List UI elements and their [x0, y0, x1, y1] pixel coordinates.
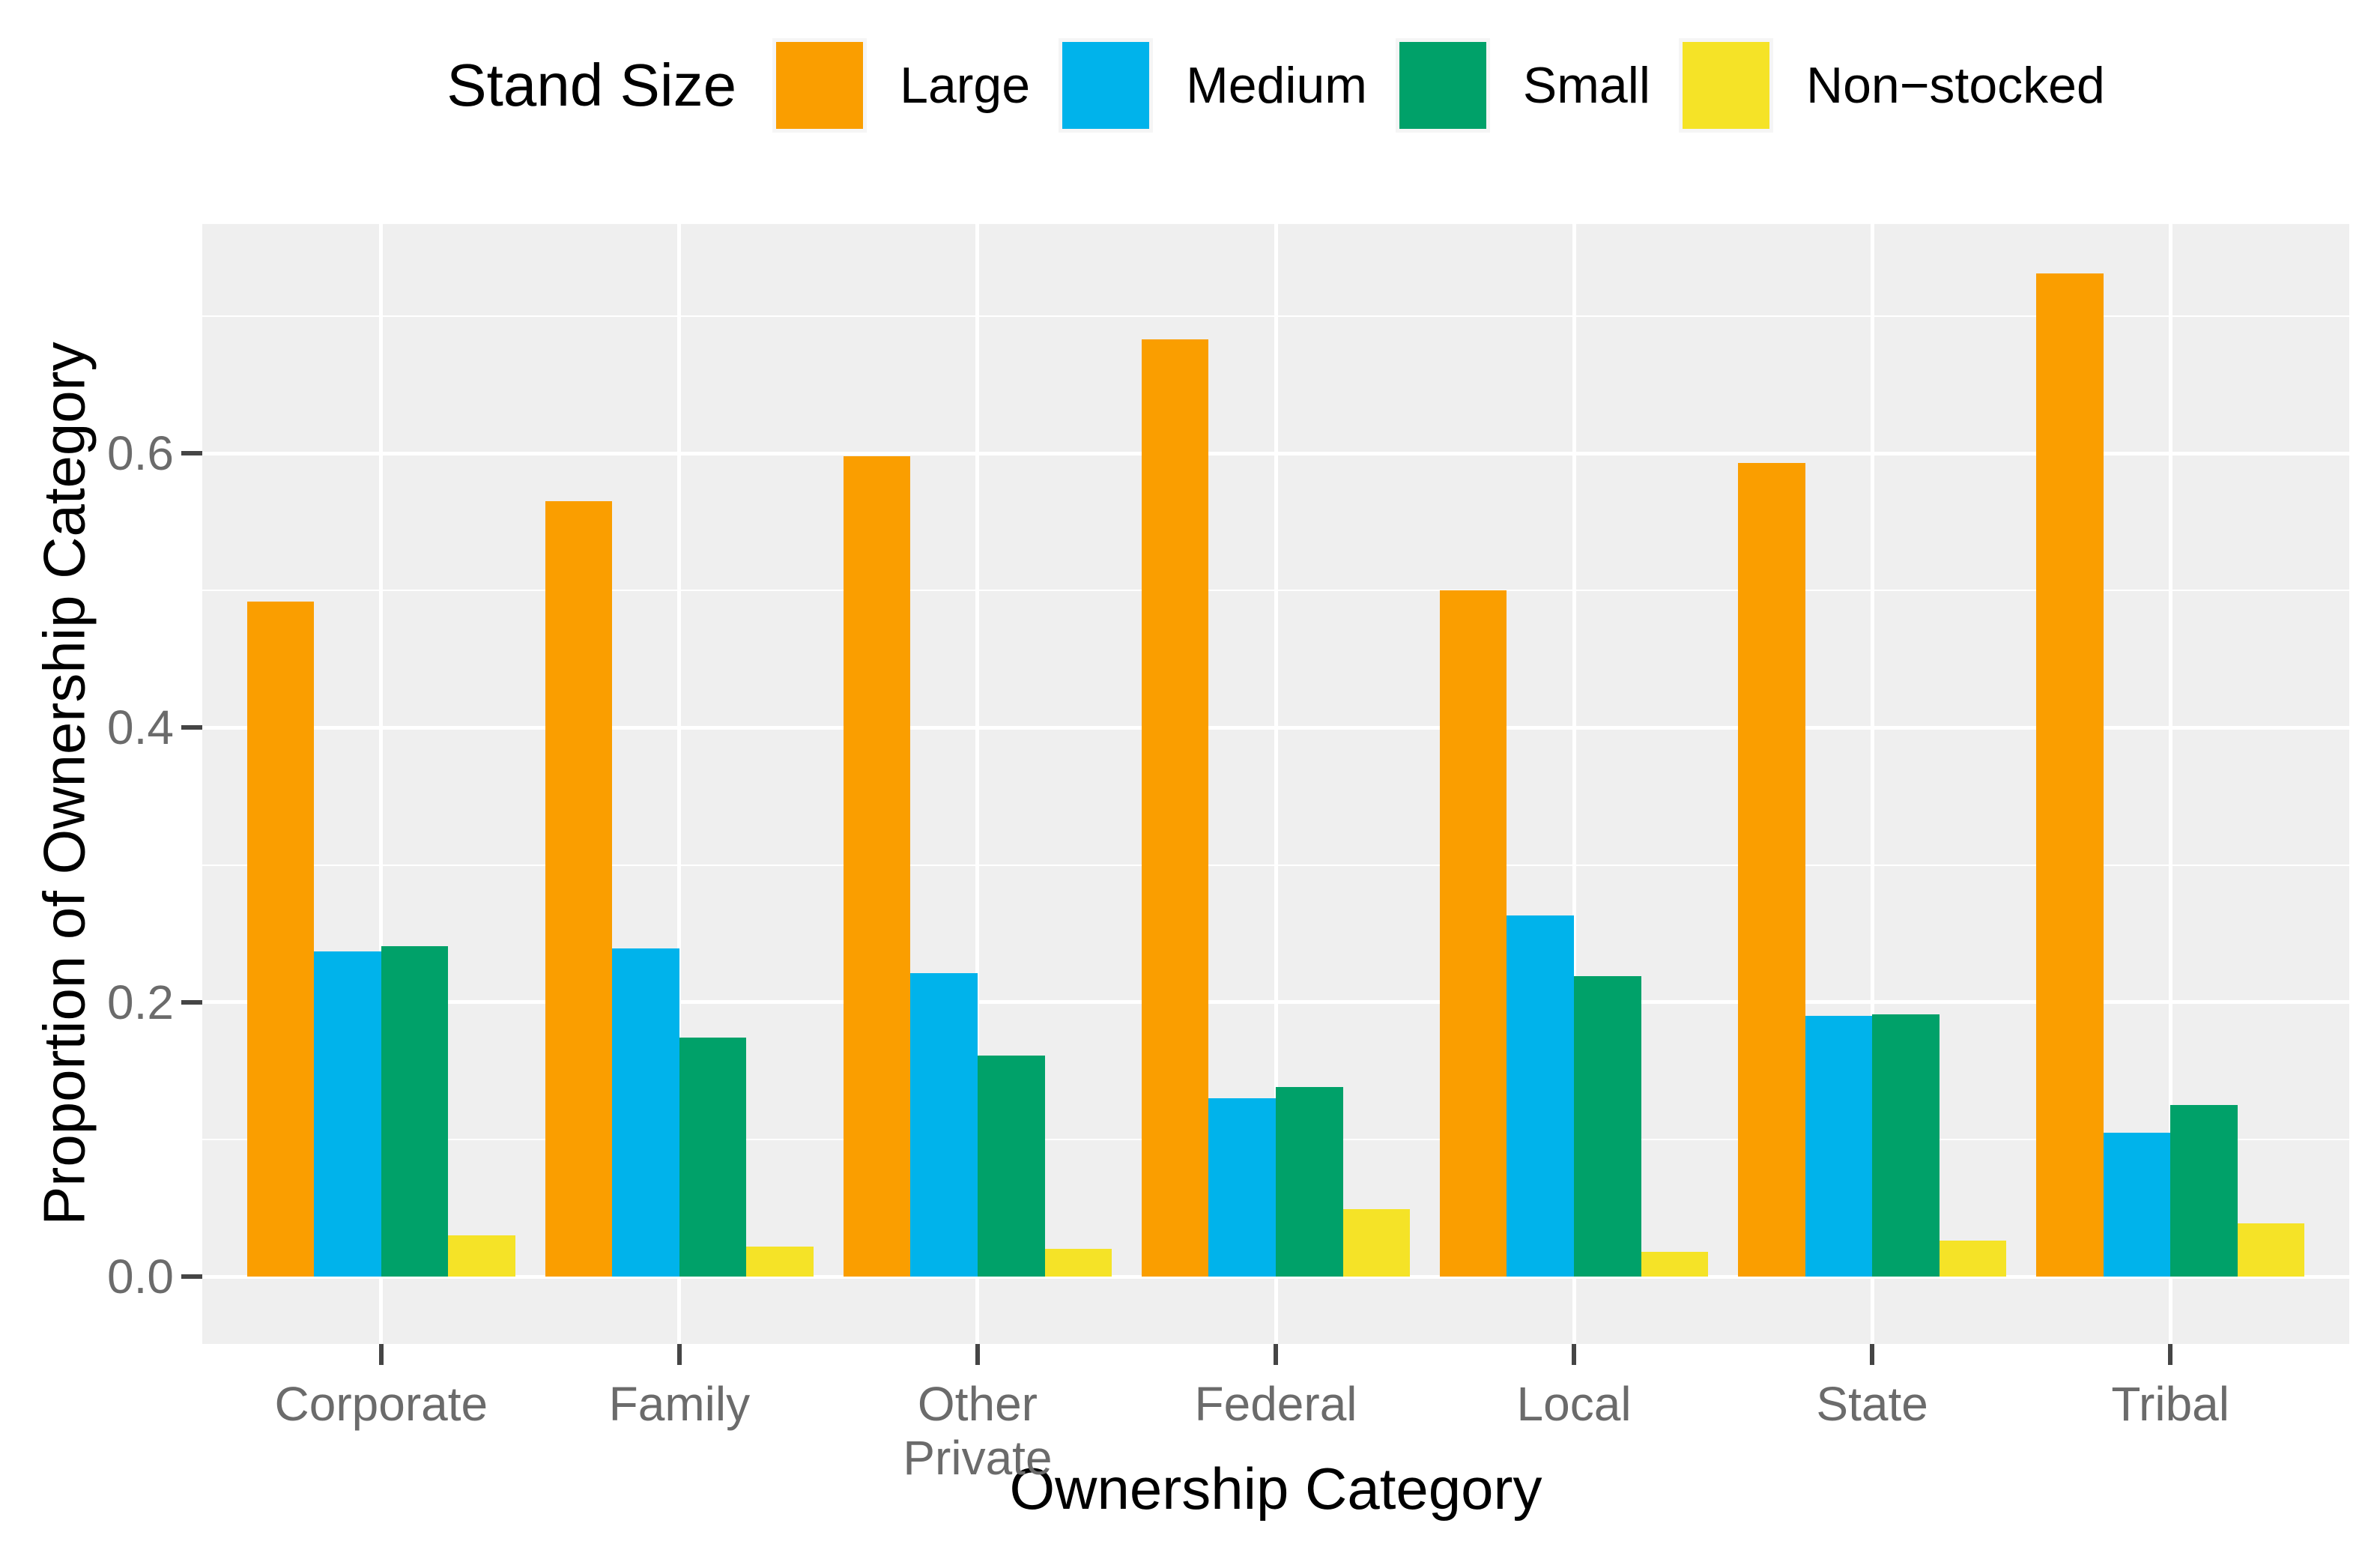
gridline-x-federal	[1274, 224, 1278, 1344]
gridline-x-tribal	[2168, 224, 2172, 1344]
y-tick-mark-0.2	[181, 999, 202, 1005]
bar-large-tribal	[2036, 273, 2104, 1277]
x-tick-label-federal: Federal	[1194, 1377, 1357, 1431]
y-tick-mark-0.6	[181, 451, 202, 456]
legend-title: Stand Size	[446, 52, 737, 118]
x-axis-title: Ownership Category	[1009, 1456, 1542, 1522]
x-tick-mark-family	[676, 1344, 682, 1365]
bar-medium-family	[612, 948, 679, 1277]
x-tick-label-other-private: Other Private	[903, 1377, 1053, 1485]
y-tick-mark-0.0	[181, 1274, 202, 1279]
legend-item-small: Small	[1395, 38, 1650, 133]
bar-medium-corporate	[314, 951, 381, 1277]
gridline-x-local	[1572, 224, 1576, 1344]
x-tick-label-tribal: Tribal	[2111, 1377, 2229, 1431]
legend-label-small: Small	[1522, 57, 1650, 114]
gridline-x-other-private	[975, 224, 980, 1344]
bar-large-local	[1439, 590, 1507, 1277]
bar-large-family	[545, 501, 613, 1277]
legend-label-large: Large	[900, 57, 1031, 114]
bar-medium-tribal	[2103, 1132, 2171, 1277]
legend-swatch-small	[1399, 42, 1486, 129]
legend-item-non-stocked: Non−stocked	[1678, 38, 2105, 133]
legend-key-small	[1395, 38, 1490, 133]
bar-small-state	[1872, 1014, 1940, 1277]
bar-large-corporate	[246, 601, 315, 1277]
y-tick-label-0.6: 0.6	[107, 426, 174, 481]
legend-key-large	[772, 38, 867, 133]
bar-small-corporate	[381, 945, 449, 1277]
x-tick-label-local: Local	[1516, 1377, 1632, 1431]
bar-medium-federal	[1208, 1098, 1276, 1277]
gridline-x-family	[677, 224, 682, 1344]
x-tick-mark-federal	[1274, 1344, 1278, 1365]
legend-label-non-stocked: Non−stocked	[1805, 57, 2105, 114]
y-tick-label-0.4: 0.4	[107, 700, 174, 755]
plot-panel	[202, 224, 2349, 1344]
bar-non-stocked-corporate	[448, 1235, 515, 1277]
bar-non-stocked-local	[1641, 1252, 1709, 1277]
x-tick-label-state: State	[1816, 1377, 1928, 1431]
bar-large-federal	[1141, 339, 1209, 1277]
x-tick-mark-tribal	[2168, 1344, 2173, 1365]
bar-non-stocked-state	[1939, 1241, 2007, 1277]
bar-large-other-private	[843, 455, 911, 1277]
bar-medium-other-private	[910, 973, 978, 1277]
bar-small-family	[679, 1038, 747, 1277]
x-tick-mark-local	[1572, 1344, 1577, 1365]
legend-key-medium	[1059, 38, 1154, 133]
x-tick-label-family: Family	[608, 1377, 751, 1431]
bar-small-federal	[1276, 1087, 1343, 1277]
x-tick-mark-other-private	[975, 1344, 980, 1365]
bar-non-stocked-federal	[1342, 1209, 1411, 1277]
bar-non-stocked-family	[746, 1246, 814, 1277]
bar-small-other-private	[977, 1056, 1045, 1277]
gridline-x-state	[1870, 224, 1874, 1344]
legend: Stand Size Large Medium Small Non−stocked	[202, 27, 2349, 144]
y-tick-label-0.2: 0.2	[107, 975, 174, 1029]
bar-large-state	[1737, 462, 1805, 1277]
bar-medium-local	[1507, 915, 1575, 1277]
bar-small-tribal	[2170, 1105, 2238, 1277]
x-tick-label-corporate: Corporate	[274, 1377, 488, 1431]
gridline-x-corporate	[379, 224, 384, 1344]
y-tick-label-0.0: 0.0	[107, 1250, 174, 1304]
legend-label-medium: Medium	[1186, 57, 1367, 114]
legend-key-non-stocked	[1678, 38, 1773, 133]
x-tick-mark-corporate	[378, 1344, 384, 1365]
legend-swatch-non-stocked	[1682, 42, 1769, 129]
bar-non-stocked-tribal	[2237, 1223, 2305, 1277]
bar-non-stocked-other-private	[1044, 1249, 1112, 1277]
bar-small-local	[1574, 975, 1641, 1277]
legend-swatch-large	[776, 42, 864, 129]
y-tick-mark-0.4	[181, 725, 202, 730]
legend-item-medium: Medium	[1059, 38, 1367, 133]
x-tick-mark-state	[1870, 1344, 1875, 1365]
bar-medium-state	[1805, 1016, 1873, 1277]
legend-item-large: Large	[772, 38, 1030, 133]
legend-swatch-medium	[1062, 42, 1150, 129]
